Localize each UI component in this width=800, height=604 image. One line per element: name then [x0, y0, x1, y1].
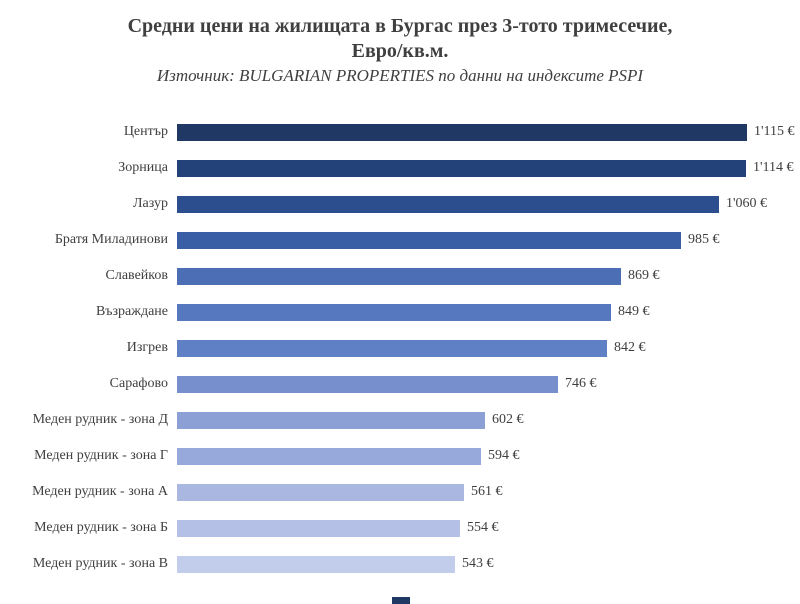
- bar: [177, 339, 607, 357]
- category-label: Меден рудник - зона В: [32, 556, 168, 571]
- bar: [177, 159, 746, 177]
- category-label: Център: [123, 124, 168, 139]
- bar-track: 1'060 €: [177, 195, 800, 213]
- category-label: Изгрев: [126, 340, 168, 355]
- chart-row: Меден рудник - зона Г 594 €: [0, 438, 800, 474]
- category-label: Сарафово: [109, 376, 168, 391]
- value-label: 543 €: [462, 556, 494, 571]
- bar-track: 602 €: [177, 411, 800, 429]
- category-label: Меден рудник - зона Д: [32, 412, 168, 427]
- chart-title-line-2: Евро/кв.м.: [351, 40, 449, 62]
- bar-track: 1'114 €: [177, 159, 800, 177]
- chart-row: Център 1'115 €: [0, 114, 800, 150]
- category-label: Славейков: [105, 268, 168, 283]
- bar: [177, 195, 719, 213]
- bar: [177, 123, 747, 141]
- chart-row: Меден рудник - зона В 543 €: [0, 546, 800, 582]
- bar: [177, 267, 621, 285]
- value-label: 842 €: [614, 340, 646, 355]
- bar-track: 985 €: [177, 231, 800, 249]
- category-label: Меден рудник - зона Г: [34, 448, 168, 463]
- bar-track: 849 €: [177, 303, 800, 321]
- bar-track: 842 €: [177, 339, 800, 357]
- chart-row: Меден рудник - зона А 561 €: [0, 474, 800, 510]
- chart-row: Зорница 1'114 €: [0, 150, 800, 186]
- bar: [177, 447, 481, 465]
- category-label: Меден рудник - зона А: [32, 484, 168, 499]
- bar: [177, 375, 558, 393]
- chart-row: Братя Миладинови 985 €: [0, 222, 800, 258]
- category-label: Зорница: [118, 160, 168, 175]
- chart-subtitle: Източник: BULGARIAN PROPERTIES по данни …: [156, 66, 644, 85]
- chart-row: Възраждане 849 €: [0, 294, 800, 330]
- bar-track: 1'115 €: [177, 123, 800, 141]
- bar: [177, 555, 455, 573]
- category-label: Меден рудник - зона Б: [34, 520, 168, 535]
- value-label: 602 €: [492, 412, 524, 427]
- value-label: 1'060 €: [726, 196, 768, 211]
- category-label: Възраждане: [95, 304, 168, 319]
- bar: [177, 231, 681, 249]
- bar: [177, 483, 464, 501]
- chart-header: Средни цени на жилищата в Бургас през 3-…: [0, 0, 800, 86]
- chart-row: Славейков 869 €: [0, 258, 800, 294]
- bar-track: 561 €: [177, 483, 800, 501]
- bottom-marker: [392, 597, 410, 604]
- chart-row: Меден рудник - зона Д 602 €: [0, 402, 800, 438]
- bar-chart: Център 1'115 € Зорница 1'114 € Лазур 1'060 € Б…: [0, 114, 800, 582]
- chart-row: Меден рудник - зона Б 554 €: [0, 510, 800, 546]
- value-label: 1'114 €: [753, 160, 794, 175]
- bar-track: 746 €: [177, 375, 800, 393]
- category-label: Лазур: [133, 196, 168, 211]
- bar-track: 869 €: [177, 267, 800, 285]
- category-label: Братя Миладинови: [54, 232, 168, 247]
- chart-title-line-1: Средни цени на жилищата в Бургас през 3-…: [127, 15, 673, 37]
- bar-track: 543 €: [177, 555, 800, 573]
- chart-row: Изгрев 842 €: [0, 330, 800, 366]
- value-label: 869 €: [628, 268, 660, 283]
- value-label: 1'115 €: [754, 124, 795, 139]
- value-label: 849 €: [618, 304, 650, 319]
- value-label: 561 €: [471, 484, 503, 499]
- value-label: 985 €: [688, 232, 720, 247]
- bar-track: 554 €: [177, 519, 800, 537]
- chart-row: Лазур 1'060 €: [0, 186, 800, 222]
- value-label: 746 €: [565, 376, 597, 391]
- chart-row: Сарафово 746 €: [0, 366, 800, 402]
- bar: [177, 519, 460, 537]
- bar-track: 594 €: [177, 447, 800, 465]
- value-label: 554 €: [467, 520, 499, 535]
- bar: [177, 303, 611, 321]
- bar: [177, 411, 485, 429]
- value-label: 594 €: [488, 448, 520, 463]
